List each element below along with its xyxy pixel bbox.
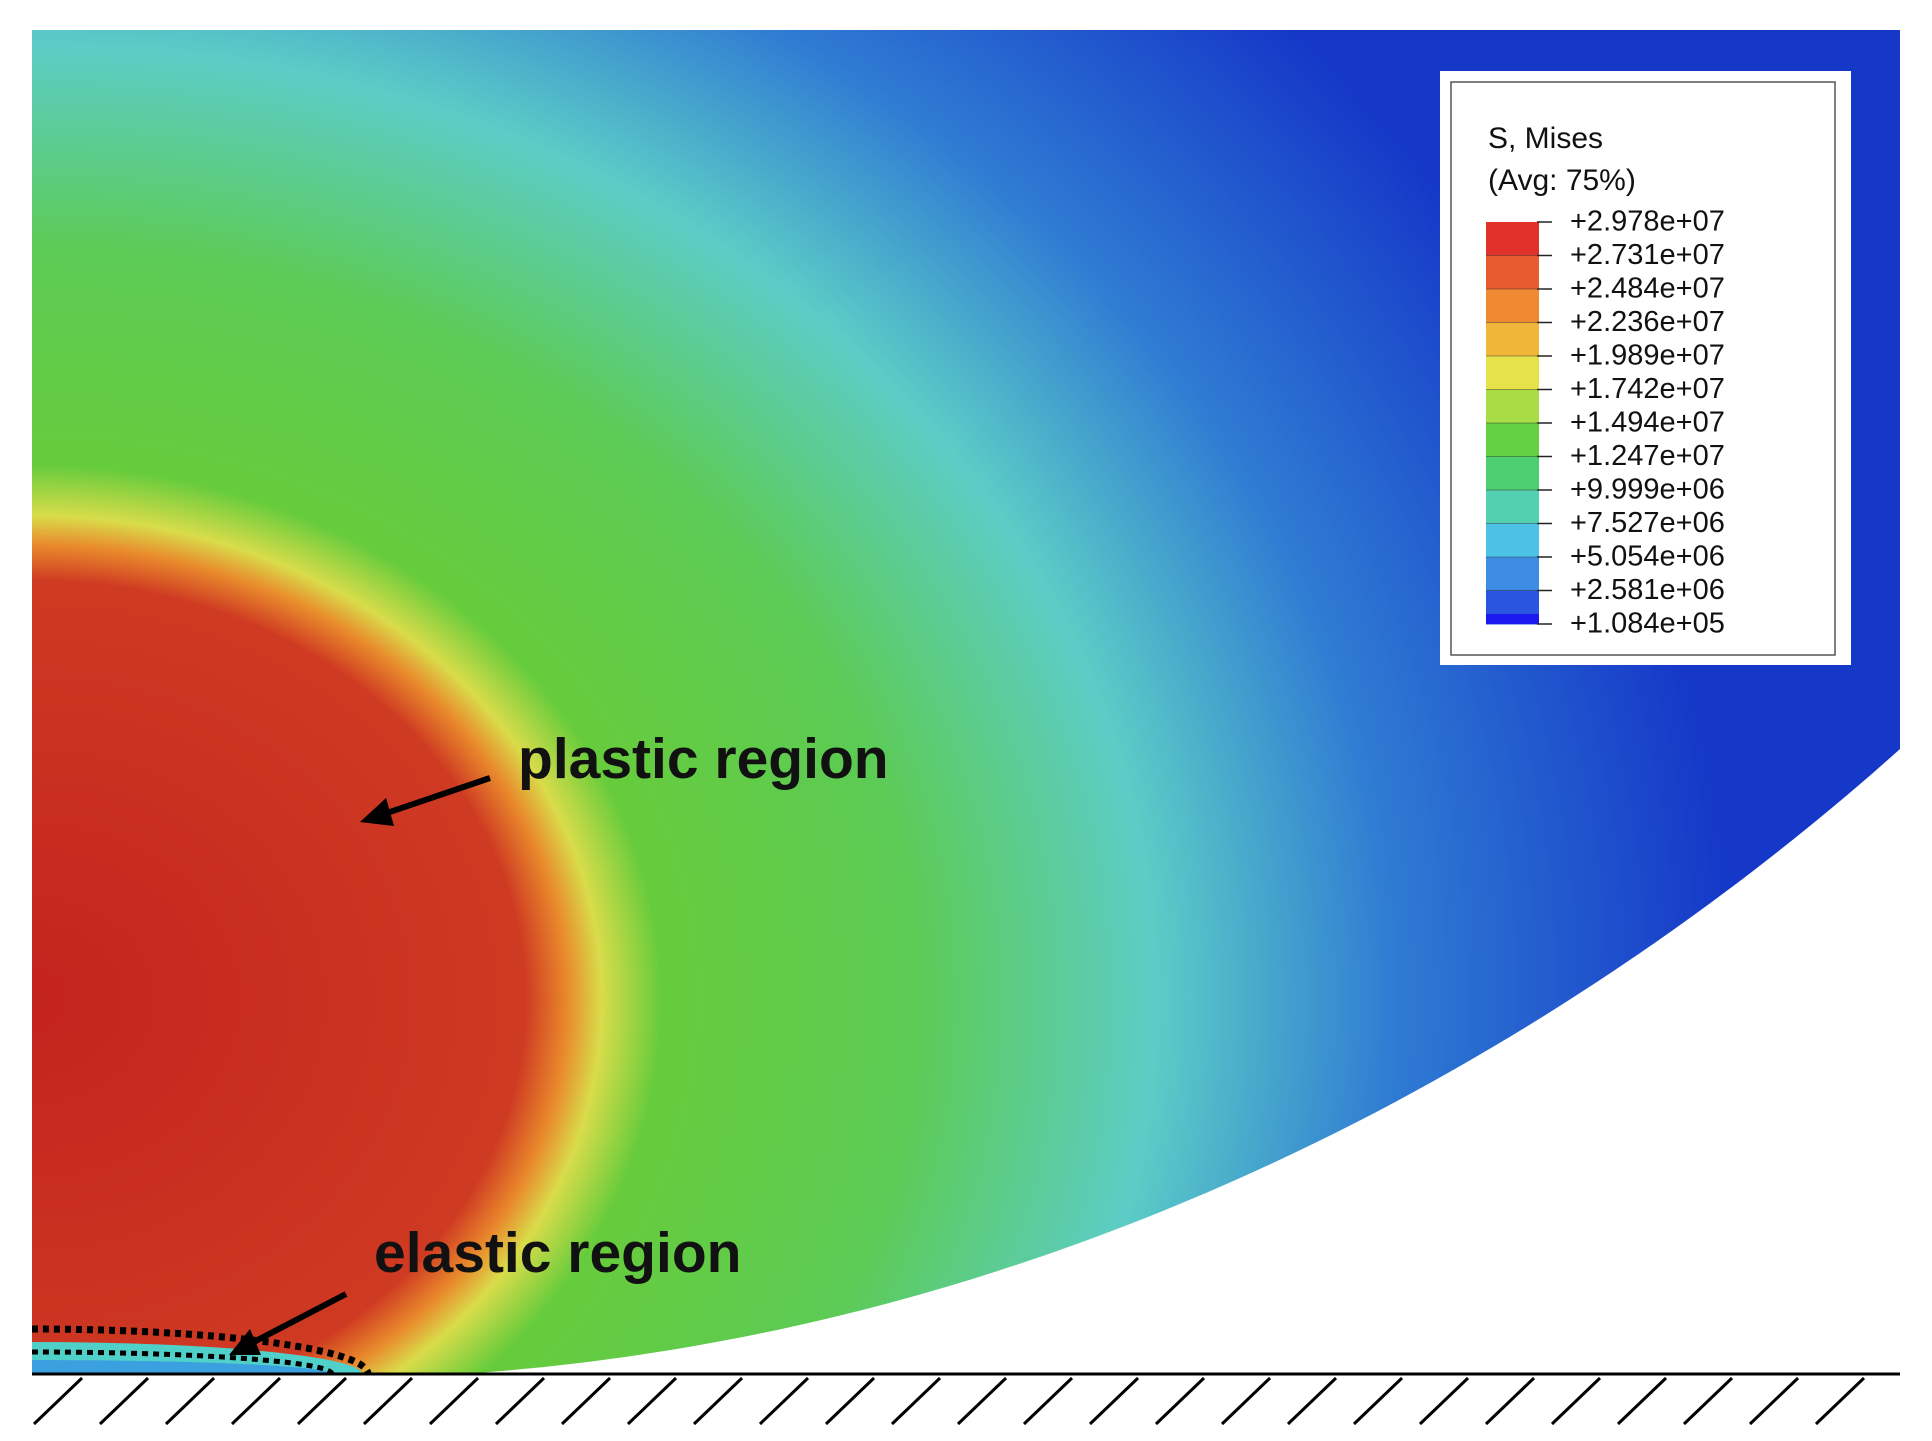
color-band — [1486, 222, 1539, 256]
hatch-line — [1814, 1376, 1866, 1426]
hatch-line — [758, 1376, 810, 1426]
hatch-line — [32, 1376, 84, 1426]
color-band — [1486, 523, 1539, 558]
legend-label: +2.236e+07 — [1570, 306, 1725, 338]
hatch-line — [362, 1376, 414, 1426]
hatch-line — [428, 1376, 480, 1426]
hatch-line — [626, 1376, 678, 1426]
hatch-line — [560, 1376, 612, 1426]
color-bar: +2.978e+07+2.731e+07+2.484e+07+2.236e+07… — [1486, 206, 1725, 640]
color-band — [1486, 423, 1539, 457]
legend-label: +1.084e+05 — [1570, 608, 1725, 640]
hatch-line — [164, 1376, 216, 1426]
hatch-line — [494, 1376, 546, 1426]
color-band — [1486, 389, 1539, 424]
hatch-line — [230, 1376, 282, 1426]
bar-bottom — [1486, 614, 1539, 624]
elastic-boundary — [31, 1325, 372, 1375]
hatch-line — [1022, 1376, 1074, 1426]
legend-label: +7.527e+06 — [1570, 507, 1725, 539]
arrow-shaft — [377, 775, 491, 819]
legend-title: S, Mises — [1488, 122, 1603, 155]
hatch-line — [1154, 1376, 1206, 1426]
hatch-line — [1484, 1376, 1536, 1426]
legend-label: +2.484e+07 — [1570, 273, 1725, 305]
annotation: elastic region — [374, 1221, 741, 1285]
color-band — [1486, 490, 1539, 524]
hatch-line — [1088, 1376, 1140, 1426]
legend-label: +5.054e+06 — [1570, 541, 1725, 573]
hatch-line — [1748, 1376, 1800, 1426]
hatch-line — [1550, 1376, 1602, 1426]
hatch-line — [296, 1376, 348, 1426]
hatch-line — [890, 1376, 942, 1426]
color-band — [1486, 322, 1539, 357]
arrow-head — [229, 1329, 261, 1355]
legend-label: +1.494e+07 — [1570, 407, 1725, 439]
color-band — [1486, 456, 1539, 491]
legend-label: +2.978e+07 — [1570, 206, 1725, 238]
hatch-line — [1616, 1376, 1668, 1426]
arrow-shaft — [244, 1291, 348, 1349]
hatch-line — [956, 1376, 1008, 1426]
color-band — [1486, 356, 1539, 390]
elastic-core — [32, 1360, 332, 1374]
legend-label: +9.999e+06 — [1570, 474, 1725, 506]
ground-hatch — [32, 1376, 1866, 1426]
legend-label: +1.742e+07 — [1570, 373, 1725, 405]
hatch-line — [692, 1376, 744, 1426]
hatch-line — [1352, 1376, 1404, 1426]
color-band — [1486, 289, 1539, 323]
color-band — [1486, 557, 1539, 591]
legend-subtitle: (Avg: 75%) — [1488, 164, 1636, 197]
hatch-line — [1286, 1376, 1338, 1426]
hatch-line — [98, 1376, 150, 1426]
elastic-boundary-inner — [31, 1349, 335, 1375]
legend-label: +2.731e+07 — [1570, 239, 1725, 271]
legend-label: +1.247e+07 — [1570, 440, 1725, 472]
legend-label: +2.581e+06 — [1570, 574, 1725, 606]
annotation: plastic region — [518, 727, 889, 791]
color-band — [1486, 255, 1539, 290]
legend-label: +1.989e+07 — [1570, 340, 1725, 372]
hatch-line — [1682, 1376, 1734, 1426]
hatch-line — [1220, 1376, 1272, 1426]
hatch-line — [1418, 1376, 1470, 1426]
hatch-line — [824, 1376, 876, 1426]
arrow-head — [360, 798, 394, 826]
legend-border — [1450, 81, 1836, 656]
